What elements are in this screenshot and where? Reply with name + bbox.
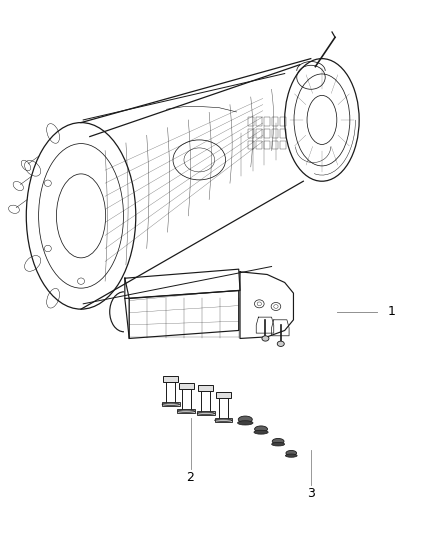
FancyBboxPatch shape [179, 383, 194, 389]
Ellipse shape [277, 341, 284, 346]
Ellipse shape [262, 336, 269, 341]
Ellipse shape [286, 454, 297, 457]
FancyBboxPatch shape [197, 411, 215, 415]
FancyBboxPatch shape [177, 409, 195, 413]
FancyBboxPatch shape [216, 392, 231, 398]
Ellipse shape [254, 430, 268, 434]
Ellipse shape [238, 416, 252, 423]
Text: 1: 1 [388, 305, 396, 318]
FancyBboxPatch shape [215, 418, 232, 422]
FancyBboxPatch shape [198, 385, 213, 391]
FancyBboxPatch shape [163, 376, 178, 382]
Text: 3: 3 [307, 487, 315, 499]
FancyBboxPatch shape [162, 402, 180, 406]
Ellipse shape [197, 412, 215, 415]
Text: 2: 2 [187, 471, 194, 483]
Ellipse shape [254, 426, 268, 432]
Ellipse shape [272, 439, 284, 444]
Ellipse shape [215, 419, 232, 422]
Ellipse shape [237, 421, 253, 425]
Ellipse shape [162, 403, 180, 406]
Ellipse shape [272, 442, 285, 446]
Ellipse shape [177, 410, 195, 413]
Ellipse shape [286, 450, 297, 456]
